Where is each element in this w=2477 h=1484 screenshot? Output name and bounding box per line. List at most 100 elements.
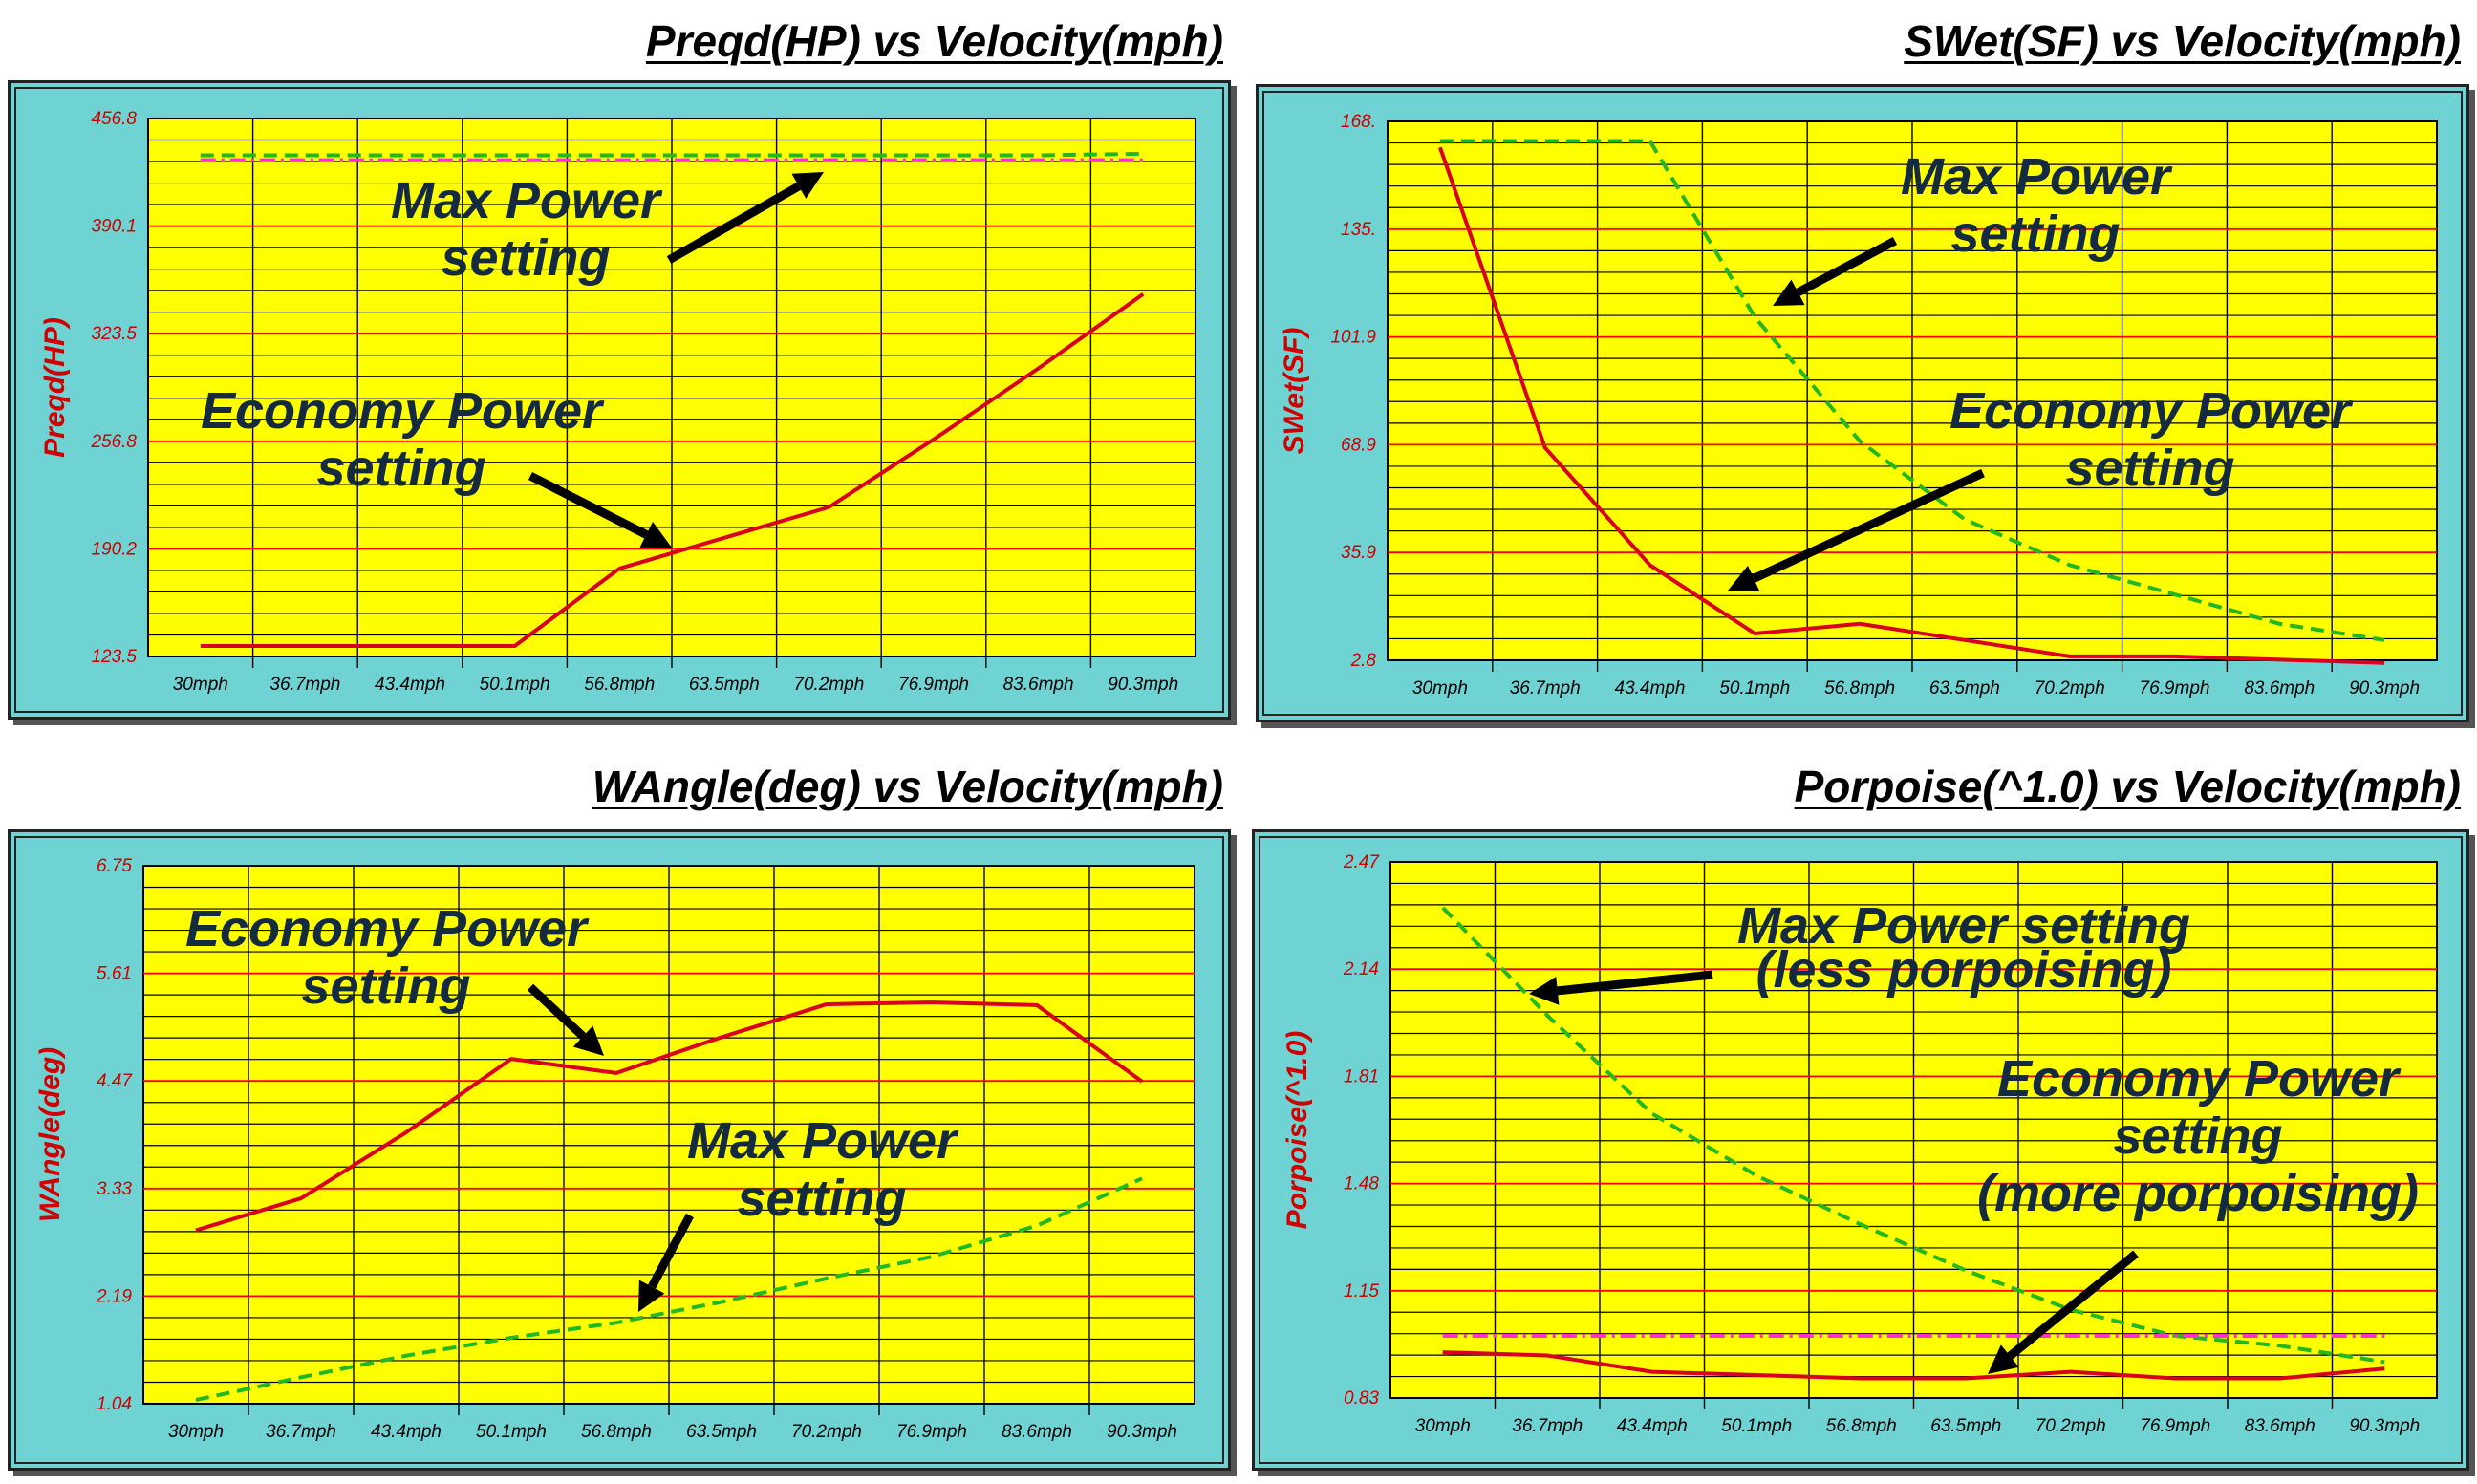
x-tick-label: 76.9mph	[2140, 678, 2210, 699]
y-tick-label: 1.15	[1344, 1281, 1379, 1301]
annotation-text: Economy Power	[1997, 1050, 2402, 1108]
chart-title: Porpoise(^1.0) vs Velocity(mph)	[1794, 762, 2461, 811]
series-line-economy	[1442, 1350, 2385, 1381]
annotation-text: (more porpoising)	[1977, 1165, 2419, 1222]
x-tick-label: 50.1mph	[1721, 1416, 1792, 1436]
arrow-shaft	[1796, 237, 1898, 296]
arrow-head	[638, 1280, 665, 1312]
x-tick-label: 30mph	[1412, 678, 1468, 699]
x-tick-label: 43.4mph	[1615, 678, 1686, 699]
y-tick-label: 35.9	[1341, 543, 1376, 563]
x-tick-label: 30mph	[1415, 1416, 1471, 1436]
x-tick-label: 70.2mph	[2035, 678, 2105, 699]
x-tick-label: 90.3mph	[2349, 678, 2420, 699]
series-line-max	[1439, 139, 2385, 642]
series-line-max	[195, 1176, 1143, 1403]
annotation-text: Max Power	[687, 1112, 959, 1170]
arrow-shaft	[2007, 1250, 2139, 1360]
x-tick-label: 90.3mph	[2349, 1416, 2420, 1436]
x-tick-label: 30mph	[173, 675, 228, 695]
arrow-head	[791, 172, 824, 199]
y-tick-label: 1.04	[97, 1394, 132, 1414]
annotation-text: Max Power	[391, 172, 663, 229]
x-tick-label: 36.7mph	[1510, 678, 1581, 699]
y-tick-label: 5.61	[97, 964, 132, 984]
y-tick-label: 1.81	[1344, 1066, 1379, 1086]
series-line-max	[200, 151, 1144, 158]
annotation: Max Power setting(less porpoising)	[1529, 897, 2190, 1005]
arrow-shaft	[1752, 468, 1985, 583]
arrow-head	[639, 522, 672, 548]
y-tick-label: 0.83	[1344, 1388, 1379, 1409]
annotation-text: setting	[2065, 440, 2234, 497]
x-tick-label: 70.2mph	[793, 675, 864, 695]
arrow-shaft	[528, 471, 649, 539]
y-tick-label: 190.2	[91, 539, 137, 559]
x-tick-label: 36.7mph	[1512, 1416, 1583, 1436]
annotation-text: Economy Power	[201, 382, 605, 440]
annotation-text: (less porpoising)	[1755, 941, 2171, 999]
x-tick-label: 56.8mph	[584, 675, 655, 695]
y-tick-label: 1.48	[1344, 1174, 1379, 1194]
arrow-head	[572, 1025, 604, 1056]
chart-title: WAngle(deg) vs Velocity(mph)	[592, 762, 1223, 811]
series-line-economy	[1438, 146, 2385, 665]
x-tick-label: 83.6mph	[2245, 1416, 2315, 1436]
arrow-head	[1529, 976, 1560, 1005]
y-axis-label: WAngle(deg)	[34, 1047, 66, 1222]
annotation-text: setting	[316, 440, 485, 497]
x-tick-label: 90.3mph	[1107, 1422, 1177, 1442]
y-tick-label: 2.8	[1350, 651, 1377, 671]
x-tick-label: 43.4mph	[375, 675, 445, 695]
y-tick-label: 68.9	[1341, 435, 1376, 455]
x-tick-label: 63.5mph	[1930, 1416, 2001, 1436]
x-tick-label: 83.6mph	[1003, 675, 1074, 695]
y-tick-label: 101.9	[1330, 328, 1376, 348]
y-tick-label: 2.14	[1343, 959, 1379, 979]
y-tick-label: 2.19	[96, 1286, 132, 1306]
y-tick-label: 135.	[1341, 220, 1376, 240]
x-tick-label: 76.9mph	[2140, 1416, 2210, 1436]
annotation-text: setting	[441, 229, 610, 287]
x-tick-label: 63.5mph	[1929, 678, 2000, 699]
y-tick-label: 2.47	[1343, 852, 1380, 872]
x-tick-label: 70.2mph	[791, 1422, 862, 1442]
y-tick-label: 456.8	[91, 109, 137, 129]
x-tick-label: 76.9mph	[896, 1422, 967, 1442]
y-tick-label: 390.1	[91, 217, 137, 237]
y-tick-label: 168.	[1341, 112, 1376, 132]
annotation-text: Max Power	[1901, 148, 2173, 205]
annotation-text: setting	[1950, 205, 2120, 263]
arrow-shaft	[648, 1213, 694, 1289]
x-tick-label: 56.8mph	[1824, 678, 1895, 699]
y-axis-label: Preqd(HP)	[39, 317, 71, 458]
arrow-shaft	[1557, 970, 1713, 996]
annotation-text: setting	[737, 1170, 906, 1227]
y-tick-label: 6.75	[97, 856, 132, 876]
x-tick-label: 50.1mph	[476, 1422, 547, 1442]
arrow-shaft	[666, 182, 802, 264]
x-tick-label: 36.7mph	[269, 675, 340, 695]
annotation-text: Economy Power	[185, 900, 590, 957]
x-tick-label: 50.1mph	[480, 675, 550, 695]
arrow-shaft	[527, 983, 587, 1040]
series-line-economy	[195, 1000, 1144, 1233]
x-tick-label: 43.4mph	[1617, 1416, 1688, 1436]
x-tick-label: 56.8mph	[1826, 1416, 1897, 1436]
x-tick-label: 76.9mph	[898, 675, 969, 695]
arrow-head	[1773, 279, 1805, 306]
y-tick-label: 4.47	[97, 1071, 133, 1091]
y-tick-label: 3.33	[97, 1179, 132, 1199]
x-tick-label: 83.6mph	[2244, 678, 2315, 699]
x-tick-label: 50.1mph	[1719, 678, 1790, 699]
